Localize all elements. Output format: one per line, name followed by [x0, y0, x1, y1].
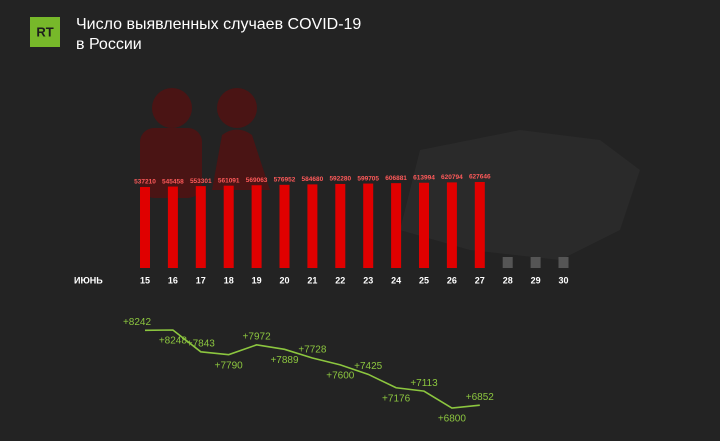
x-tick-label: 29 — [531, 275, 541, 285]
value-label: 606881 — [385, 175, 407, 182]
silhouettes — [140, 88, 270, 198]
head — [152, 88, 192, 128]
value-label: 569063 — [246, 177, 268, 184]
value-label: +7972 — [243, 332, 272, 343]
x-axis-label: ИЮНЬ — [74, 275, 103, 285]
value-label: +7425 — [354, 361, 383, 372]
value-label: 592280 — [329, 176, 351, 183]
value-label: +7728 — [298, 345, 327, 356]
x-tick-label: 25 — [419, 275, 429, 285]
empty-slot — [502, 257, 513, 268]
x-tick-label: 22 — [335, 275, 345, 285]
bar — [251, 185, 262, 268]
value-label: +7600 — [326, 371, 355, 382]
x-tick-label: 24 — [391, 275, 401, 285]
x-tick-label: 20 — [279, 275, 289, 285]
x-tick-label: 16 — [168, 275, 178, 285]
x-tick-label: 27 — [475, 275, 485, 285]
bar — [335, 183, 346, 268]
x-tick-label: 18 — [224, 275, 234, 285]
head — [217, 88, 257, 128]
bar — [474, 182, 485, 268]
x-tick-label: 30 — [558, 275, 568, 285]
value-label: 613994 — [413, 174, 435, 181]
bar — [419, 182, 429, 268]
value-label: 545458 — [162, 178, 184, 185]
x-tick-label: 17 — [196, 275, 206, 285]
value-label: +7790 — [215, 360, 244, 371]
value-label: +7889 — [270, 355, 299, 366]
bar — [307, 184, 318, 268]
x-tick-label: 23 — [363, 275, 373, 285]
x-tick-label: 21 — [307, 275, 317, 285]
line — [144, 329, 480, 409]
title: в России — [76, 36, 142, 53]
value-label: +7113 — [410, 378, 438, 389]
value-label: 553301 — [190, 178, 212, 185]
value-label: 599705 — [357, 175, 379, 182]
bar — [446, 182, 457, 268]
x-tick-label: 15 — [140, 275, 150, 285]
x-tick-label: 19 — [252, 275, 262, 285]
logo-box — [30, 17, 60, 47]
map-shape — [400, 130, 640, 260]
bar — [167, 186, 178, 268]
value-label: +7176 — [382, 393, 411, 404]
bar — [223, 185, 234, 268]
value-label: +8248 — [159, 336, 188, 347]
x-tick-label: 26 — [447, 275, 457, 285]
value-label: 576952 — [274, 177, 296, 184]
body — [212, 129, 270, 190]
body — [140, 128, 202, 198]
value-label: 537210 — [134, 179, 156, 186]
value-label: 620794 — [441, 174, 463, 181]
bar — [195, 186, 206, 268]
x-tick-label: 28 — [503, 275, 513, 285]
value-label: +6852 — [466, 392, 495, 403]
value-label: 561091 — [218, 177, 240, 184]
bar — [391, 183, 402, 268]
logo: RT — [36, 24, 53, 39]
value-label: 627646 — [469, 174, 491, 181]
bar — [363, 183, 374, 268]
empty-slot — [558, 257, 569, 268]
value-label: 584680 — [302, 176, 324, 183]
value-label: +6800 — [438, 414, 467, 425]
title: Число выявленных случаев COVID-19 — [76, 16, 361, 33]
value-label: +8242 — [123, 317, 152, 328]
bar — [140, 187, 150, 268]
empty-slot — [530, 257, 541, 268]
bar — [279, 184, 290, 268]
value-label: +7843 — [187, 338, 216, 349]
